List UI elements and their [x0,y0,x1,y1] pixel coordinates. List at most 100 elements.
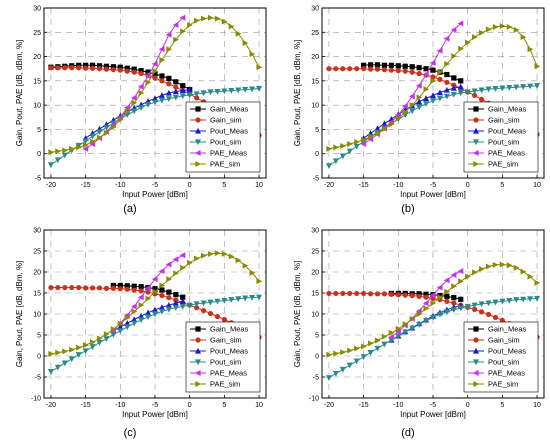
data-point-pout-sim [499,298,506,305]
data-point-pae-sim [367,133,374,140]
legend-marker [473,106,479,112]
data-point-pout-sim [402,329,409,336]
y-tick-label: 20 [33,270,41,277]
panel-label: (a) [123,203,136,215]
data-point-gain-meas [110,64,116,70]
data-point-gain-sim [117,286,123,292]
data-point-pout-sim [131,320,138,327]
data-point-pae-sim [235,30,242,37]
data-point-pae-meas [422,300,429,307]
data-point-pout-sim [152,99,158,106]
data-point-pout-sim [214,298,221,305]
data-point-gain-sim [402,68,408,74]
y-tick-label: -5 [313,176,319,183]
data-point-pout-sim [423,318,430,324]
legend-label: Gain_sim [210,116,242,125]
data-point-pae-sim [388,121,395,128]
data-point-pae-sim [194,17,200,24]
legend-marker [195,127,201,134]
data-point-pout-sim [96,339,103,346]
data-point-pout-sim [457,90,464,97]
data-point-pae-meas [130,94,137,101]
data-point-pae-sim [395,325,402,332]
y-tick-label: 10 [311,103,319,110]
data-point-pae-sim [326,145,333,152]
x-tick-label: -20 [324,182,334,189]
y-tick-label: 5 [315,127,319,134]
data-point-gain-meas [138,284,144,290]
data-point-gain-meas [131,283,137,289]
data-point-pout-sim [193,91,200,98]
data-point-pae-meas [144,284,151,291]
data-point-gain-sim [166,295,172,301]
data-point-pout-sim [457,305,464,312]
data-point-pout-meas [416,98,423,105]
data-point-pae-sim [89,339,96,346]
x-tick-label: -15 [359,182,369,189]
data-point-pout-meas [152,95,158,101]
data-point-gain-meas [451,75,457,81]
data-point-pae-sim [520,34,527,41]
data-point-pae-sim [138,302,145,309]
data-point-pout-sim [506,297,513,304]
data-point-gain-sim [214,313,221,320]
data-point-gain-sim [374,66,381,72]
data-point-pout-meas [179,298,186,304]
data-point-pae-sim [62,147,69,154]
data-point-pae-sim [76,344,82,351]
data-point-pout-sim [158,97,165,104]
data-point-gain-sim [48,284,54,291]
data-point-pout-sim [172,305,179,311]
data-point-gain-meas [361,62,367,68]
data-point-pout-sim [395,333,402,340]
data-point-pae-sim [451,283,458,290]
data-point-gain-meas [166,75,172,82]
data-point-pae-sim [96,134,103,141]
legend-box [185,321,261,393]
data-point-pae-meas [457,268,464,275]
x-tick-label: 0 [188,182,192,189]
data-point-gain-sim [110,67,116,73]
panel-label: (d) [401,427,414,439]
data-point-pae-sim [354,139,360,146]
data-point-pae-meas [429,292,436,299]
y-tick-label: 5 [315,333,319,340]
data-point-gain-sim [416,293,422,299]
data-point-pae-sim [430,77,437,84]
data-point-pae-sim [131,308,138,315]
data-point-gain-sim [416,70,422,77]
data-point-pout-sim [527,296,534,303]
data-point-pout-sim [47,162,54,169]
data-point-gain-sim [173,84,179,90]
data-point-pae-sim [506,262,513,269]
data-point-pout-sim [485,300,492,307]
data-point-pae-sim [242,262,249,269]
data-point-gain-sim [110,285,116,291]
data-point-gain-sim [138,70,144,77]
y-tick-label: 10 [33,312,41,319]
data-point-gain-meas [124,65,130,71]
x-tick-label: -10 [115,402,125,409]
legend-marker [195,381,202,387]
legend-label: Pout_sim [210,358,241,367]
data-point-gain-sim [194,305,200,311]
data-point-pae-sim [138,90,145,96]
data-point-pout-sim [158,308,165,315]
data-point-pae-meas [422,71,429,78]
data-point-pae-meas [179,14,186,21]
data-point-pout-sim [68,356,75,363]
data-point-pae-sim [354,345,360,352]
data-point-pout-sim [534,295,541,302]
legend-marker [473,337,479,343]
data-point-pae-sim [173,36,180,43]
y-tick-label: 10 [311,312,319,319]
data-point-pae-sim [444,60,451,67]
data-point-gain-sim [62,65,68,71]
data-point-gain-sim [138,288,144,294]
legend-label: PAE_Meas [488,149,525,158]
series-line-pout-meas [85,89,190,139]
data-point-pae-sim [76,144,82,151]
data-point-pae-sim [499,261,506,268]
data-point-pae-sim [256,64,263,71]
data-point-pae-sim [228,23,235,30]
